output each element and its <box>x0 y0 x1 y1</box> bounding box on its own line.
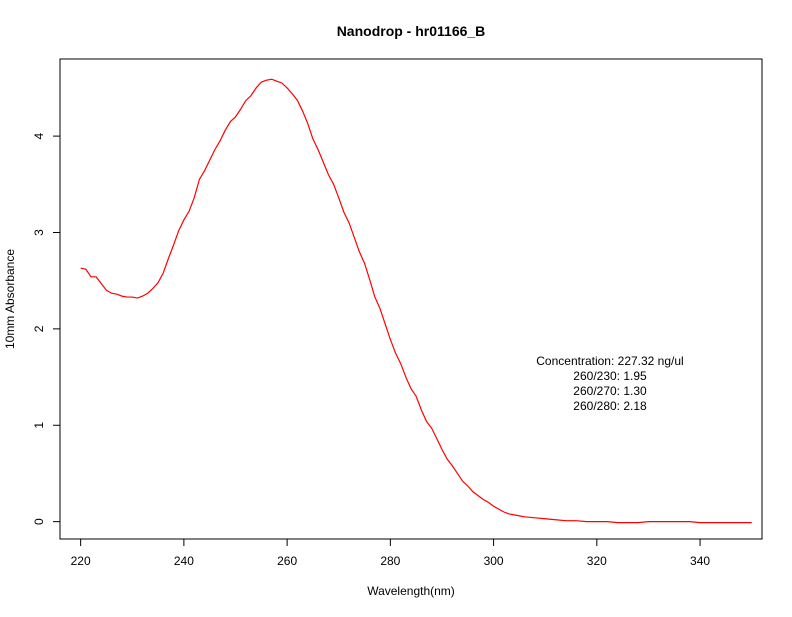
y-tick-label: 2 <box>32 325 46 332</box>
absorbance-series-line <box>81 79 752 522</box>
x-tick-label: 280 <box>380 554 400 568</box>
annotation-line: 260/270: 1.30 <box>573 384 647 398</box>
x-tick-label: 220 <box>71 554 91 568</box>
y-axis: 0 1 2 3 4 <box>32 132 60 525</box>
annotation-line: Concentration: 227.32 ng/ul <box>536 354 683 368</box>
x-tick-label: 240 <box>174 554 194 568</box>
x-tick-label: 300 <box>484 554 504 568</box>
annotation-line: 260/280: 2.18 <box>573 399 647 413</box>
x-tick-label: 320 <box>587 554 607 568</box>
plot-frame <box>60 59 762 539</box>
y-tick-label: 1 <box>32 422 46 429</box>
series-points <box>81 79 752 522</box>
x-tick-label: 260 <box>277 554 297 568</box>
chart-title: Nanodrop - hr01166_B <box>337 23 486 39</box>
annotation-line: 260/230: 1.95 <box>573 369 647 383</box>
y-tick-label: 3 <box>32 229 46 236</box>
x-axis-label: Wavelength(nm) <box>367 584 455 598</box>
y-axis-label: 10mm Absorbance <box>3 249 17 349</box>
x-tick-label: 340 <box>690 554 710 568</box>
y-tick-label: 0 <box>32 518 46 525</box>
y-tick-label: 4 <box>32 132 46 139</box>
x-axis: 220 240 260 280 300 320 340 <box>71 539 711 568</box>
